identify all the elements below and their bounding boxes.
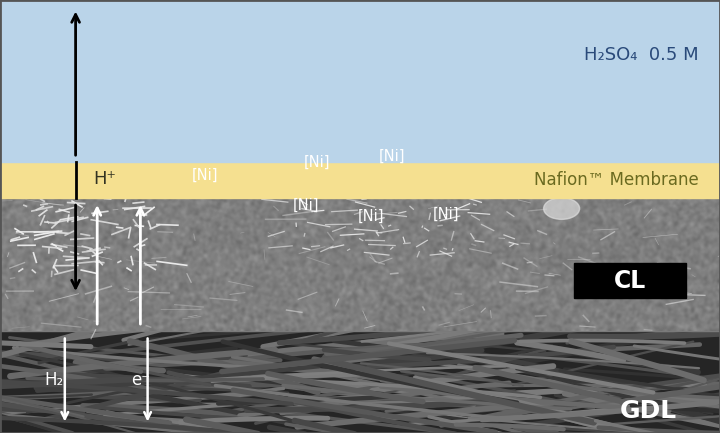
Text: [Ni]: [Ni] — [293, 198, 319, 213]
Text: [Ni]: [Ni] — [358, 209, 384, 224]
Text: Nafion™ Membrane: Nafion™ Membrane — [534, 171, 698, 189]
Bar — [0, 198, 720, 331]
Text: [Ni]: [Ni] — [433, 207, 459, 222]
Bar — [0, 0, 720, 162]
Text: GDL: GDL — [619, 399, 677, 423]
Text: H⁺: H⁺ — [93, 171, 116, 188]
Bar — [0, 162, 720, 198]
Text: CL: CL — [614, 268, 646, 293]
Text: [Ni]: [Ni] — [304, 155, 330, 170]
Text: [Ni]: [Ni] — [379, 149, 405, 163]
Bar — [0, 331, 720, 433]
Text: [Ni]: [Ni] — [192, 168, 218, 183]
Text: H₂SO₄  0.5 M: H₂SO₄ 0.5 M — [584, 46, 698, 64]
Text: e⁻: e⁻ — [131, 371, 150, 389]
Text: H₂: H₂ — [45, 371, 63, 389]
Bar — [575, 263, 686, 298]
Circle shape — [544, 198, 580, 220]
